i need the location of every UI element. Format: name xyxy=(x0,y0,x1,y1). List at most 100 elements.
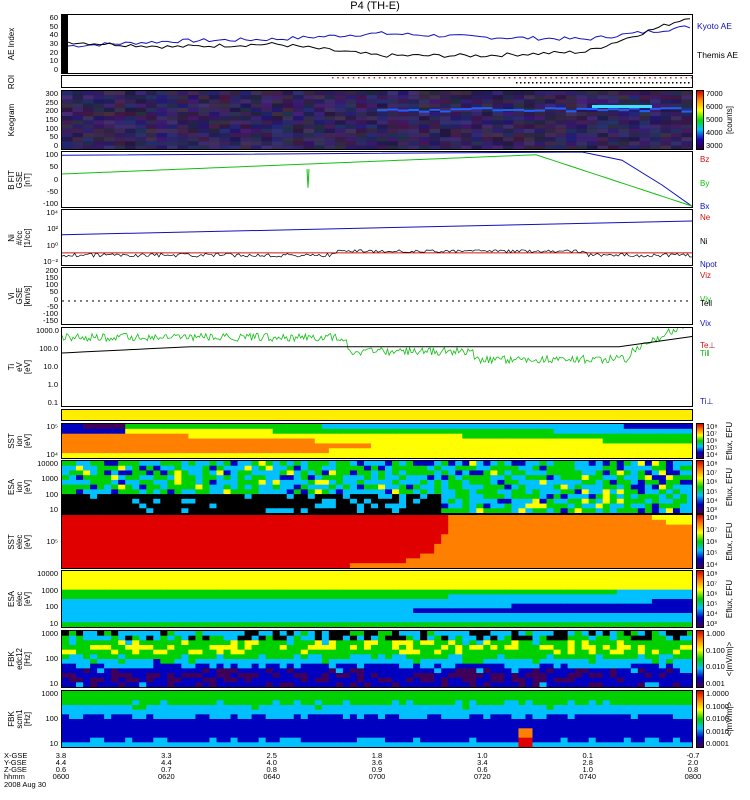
spectrogram-cell xyxy=(202,519,210,526)
keogram-cell xyxy=(461,145,472,149)
spectrogram-cell xyxy=(209,519,217,526)
spectrogram-cell xyxy=(651,453,660,458)
spectrogram-cell xyxy=(546,428,555,435)
spectrogram-cell xyxy=(511,589,519,595)
spectrogram-cell xyxy=(349,453,358,458)
spectrogram-cell xyxy=(279,529,288,535)
roi-dot xyxy=(420,77,422,79)
spectrogram-cell xyxy=(286,603,295,609)
spectrogram-cell xyxy=(307,453,316,458)
spectrogram-cell xyxy=(174,548,182,555)
spectrogram-cell xyxy=(363,543,372,550)
spectrogram-cell xyxy=(455,470,463,476)
keogram-cell xyxy=(272,145,283,149)
spectrogram-cell xyxy=(553,558,562,564)
spectrogram-cell xyxy=(62,589,70,595)
spectrogram-cell xyxy=(630,603,639,609)
keogram-cell xyxy=(608,133,619,138)
spectrogram-cell xyxy=(349,524,358,530)
ytick-ni: 10⁰ xyxy=(46,240,58,250)
keogram-cell xyxy=(639,95,650,100)
spectrogram-cell xyxy=(532,515,541,521)
keogram-arc xyxy=(545,107,556,110)
spectrogram-cell xyxy=(672,603,681,609)
keogram-cell xyxy=(62,99,73,104)
spectrogram-cell xyxy=(370,475,379,481)
spectrogram-cell xyxy=(406,494,414,500)
spectrogram-cell xyxy=(342,575,351,581)
spectrogram-cell xyxy=(490,613,498,619)
legend-vi: Viz xyxy=(700,271,711,280)
spectrogram-cell xyxy=(111,461,119,467)
spectrogram-cell xyxy=(349,543,358,550)
spectrogram-cell xyxy=(637,508,646,513)
spectrogram-cell xyxy=(244,543,253,550)
spectrogram-cell xyxy=(441,484,449,490)
spectrogram-cell xyxy=(363,443,372,449)
spectrogram-cell xyxy=(258,484,267,490)
spectrogram-cell xyxy=(637,524,646,530)
spectrogram-cell xyxy=(335,503,344,509)
spectrogram-cell xyxy=(441,465,449,471)
spectrogram-cell xyxy=(370,424,379,430)
keogram-cell xyxy=(608,120,619,125)
spectrogram-cell xyxy=(581,580,590,586)
spectrogram-cell xyxy=(363,575,372,581)
spectrogram-cell xyxy=(609,508,618,513)
spectrogram-cell xyxy=(462,503,470,509)
spectrogram-cell xyxy=(623,453,632,458)
spectrogram-cell xyxy=(118,543,126,550)
spectrogram-cell xyxy=(160,453,168,458)
spectrogram-cell xyxy=(441,534,449,540)
spectrogram-cell xyxy=(237,580,246,586)
spectrogram-cell xyxy=(321,508,330,513)
keogram-cell xyxy=(177,128,188,133)
keogram-cell xyxy=(282,141,293,146)
spectrogram-cell xyxy=(427,515,435,521)
spectrogram-cell xyxy=(230,479,239,486)
spectrogram-cell xyxy=(504,529,512,535)
keogram-cell xyxy=(135,116,146,121)
spectrogram-cell xyxy=(497,515,505,521)
spectrogram-cell xyxy=(511,599,519,605)
spectrogram-cell xyxy=(616,529,625,535)
spectrogram-cell xyxy=(427,563,435,568)
spectrogram-cell xyxy=(111,524,119,530)
spectrogram-cell xyxy=(483,475,491,481)
spectrogram-cell xyxy=(483,589,491,595)
spectrogram-cell xyxy=(272,508,281,513)
keogram-cell xyxy=(639,120,650,125)
keogram-cell xyxy=(272,91,283,96)
keogram-cell xyxy=(114,91,125,96)
spectrogram-cell xyxy=(595,519,604,526)
cbar-tick-esa_e: 10⁸ xyxy=(706,569,718,578)
spectrogram-cell xyxy=(300,548,309,555)
spectrogram-cell xyxy=(532,563,541,568)
spectrogram-cell xyxy=(630,470,639,476)
spectrogram-cell xyxy=(441,529,449,535)
spectrogram-cell xyxy=(181,424,189,430)
spectrogram-cell xyxy=(686,613,692,619)
keogram-cell xyxy=(566,128,577,133)
spectrogram-cell xyxy=(83,489,91,495)
spectrogram-cell xyxy=(356,498,365,505)
spectrogram-cell xyxy=(623,503,632,509)
spectrogram-cell xyxy=(258,524,267,530)
spectrogram-cell xyxy=(321,543,330,550)
spectrogram-cell xyxy=(342,470,351,476)
spectrogram-cell xyxy=(511,498,519,505)
spectrogram-cell xyxy=(427,571,435,577)
spectrogram-cell xyxy=(118,465,126,471)
keogram-cell xyxy=(398,103,409,108)
keogram-cell xyxy=(629,91,640,96)
spectrogram-cell xyxy=(125,529,133,535)
spectrogram-cell xyxy=(581,529,590,535)
keogram-cell xyxy=(251,137,262,142)
spectrogram-cell xyxy=(118,448,126,454)
spectrogram-cell xyxy=(265,489,274,495)
spectrogram-cell xyxy=(174,461,182,467)
keogram-cell xyxy=(660,120,671,125)
keogram-cell xyxy=(534,99,545,104)
legend-ni: Ni xyxy=(700,236,708,246)
keogram-cell xyxy=(461,112,472,117)
